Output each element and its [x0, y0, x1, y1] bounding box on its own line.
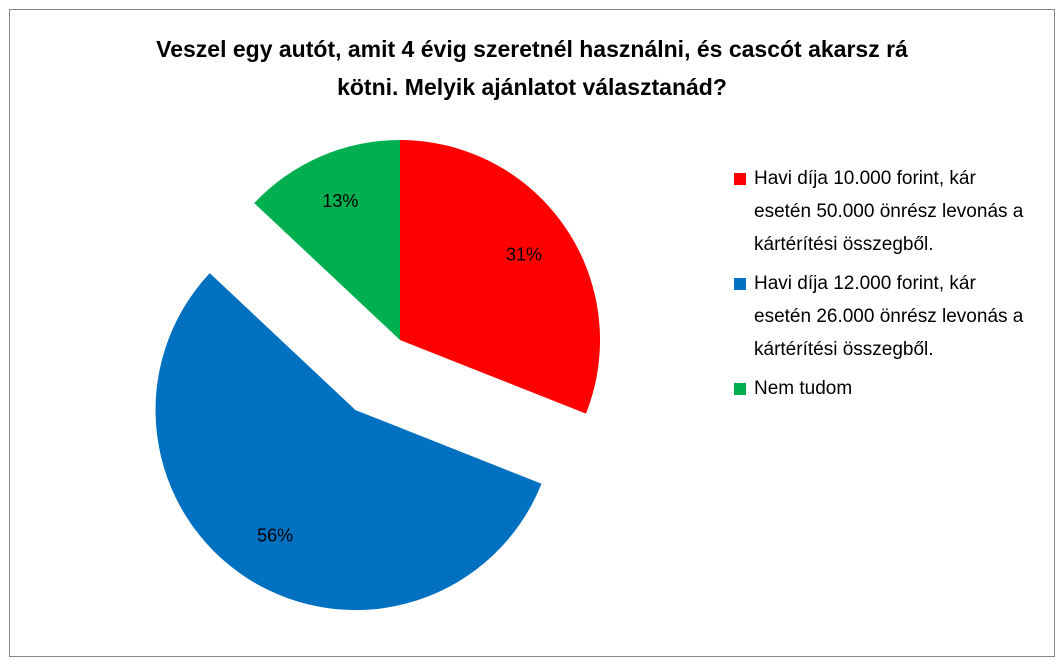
- data-label: 13%: [322, 191, 358, 211]
- legend-swatch: [734, 173, 746, 185]
- data-label: 31%: [506, 244, 542, 264]
- legend: Havi díja 10.000 forint, kár esetén 50.0…: [734, 162, 1034, 411]
- legend-label: Nem tudom: [754, 378, 853, 399]
- legend-label: Havi díja 12.000 forint, kár esetén 26.0…: [754, 273, 1024, 360]
- legend-label: Havi díja 10.000 forint, kár esetén 50.0…: [754, 168, 1024, 255]
- legend-entry: Havi díja 10.000 forint, kár esetén 50.0…: [734, 162, 1034, 261]
- legend-swatch: [734, 278, 746, 290]
- pie-slice: [254, 140, 400, 340]
- legend-entry: Nem tudom: [734, 372, 1034, 405]
- chart-title: Veszel egy autót, amit 4 évig szeretnél …: [156, 36, 908, 100]
- legend-entry: Havi díja 12.000 forint, kár esetén 26.0…: [734, 267, 1034, 366]
- pie-slice: [155, 273, 542, 611]
- pie-slice: [400, 140, 600, 414]
- data-label: 56%: [257, 525, 293, 545]
- legend-swatch: [734, 383, 746, 395]
